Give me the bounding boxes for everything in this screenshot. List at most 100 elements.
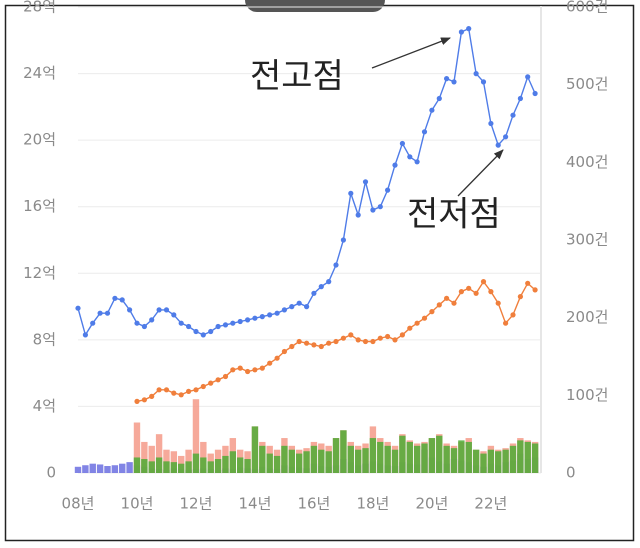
bar <box>273 455 281 473</box>
bar <box>406 441 413 473</box>
bar <box>148 445 155 473</box>
bar <box>155 457 163 473</box>
y2-tick-label: 400건 <box>566 153 608 171</box>
bar <box>200 457 207 473</box>
y-tick-label: 24억 <box>23 64 56 82</box>
top-tab <box>245 0 385 12</box>
bar <box>347 445 354 473</box>
x-tick-label: 08년 <box>62 495 95 513</box>
bar <box>155 434 163 473</box>
bars <box>74 399 539 473</box>
bar <box>399 435 406 473</box>
x-tick-label: 14년 <box>238 495 271 513</box>
bar <box>502 449 509 473</box>
bar <box>450 448 458 473</box>
bar <box>369 438 377 473</box>
bar <box>428 438 436 473</box>
bar <box>163 461 170 473</box>
y2-tick-label: 200건 <box>566 308 608 326</box>
bar <box>281 445 288 473</box>
bar <box>141 441 148 473</box>
y2-tick-label: 100건 <box>566 386 608 404</box>
bar <box>436 435 443 473</box>
bar <box>192 453 200 473</box>
annotation: 전저점 <box>407 195 501 235</box>
y-tick-label: 28억 <box>23 0 56 16</box>
bar <box>126 462 133 473</box>
bar <box>192 399 200 473</box>
bar <box>111 465 119 473</box>
bar <box>318 449 325 473</box>
x-tick-label: 20년 <box>415 495 448 513</box>
bar <box>170 451 178 473</box>
labels: 0 4억 8억 12억 16억 20억 24억 28억 0 100건 200건 300건 400건 500… <box>23 0 608 513</box>
bar <box>509 445 517 473</box>
bar <box>259 445 266 473</box>
bar <box>133 457 141 473</box>
bar <box>89 463 96 473</box>
y-tick-label: 16억 <box>23 197 56 215</box>
bar <box>236 457 244 473</box>
bar <box>458 440 465 473</box>
bar <box>524 441 531 473</box>
bar <box>251 426 259 473</box>
bar <box>480 453 487 473</box>
y-tick-label: 0 <box>46 464 56 482</box>
x-tick-label: 22년 <box>474 495 507 513</box>
bar <box>96 464 104 473</box>
bar <box>413 445 421 473</box>
x-tick-label: 18년 <box>356 495 389 513</box>
bar <box>443 445 450 473</box>
y2-tick-label: 500건 <box>566 75 608 93</box>
bar <box>185 461 192 473</box>
bar <box>303 451 310 473</box>
bar <box>325 451 332 473</box>
y2-tick-label: 600건 <box>566 0 608 16</box>
y-tick-label: 8억 <box>33 330 56 348</box>
bar <box>487 449 495 473</box>
bar <box>421 443 428 473</box>
annotation-arrow <box>457 149 504 197</box>
x-tick-label: 10년 <box>121 495 154 513</box>
bar <box>244 459 251 473</box>
bar <box>214 459 222 473</box>
bar <box>384 445 391 473</box>
bar <box>141 459 148 473</box>
bar <box>340 430 347 473</box>
bar <box>362 448 369 473</box>
bar <box>74 466 82 473</box>
bar <box>266 453 273 473</box>
bar <box>133 422 141 473</box>
bar <box>295 453 303 473</box>
bar <box>310 445 318 473</box>
bar <box>104 466 111 473</box>
bar <box>465 441 472 473</box>
bar <box>495 451 502 473</box>
bar <box>332 438 340 473</box>
x-tick-label: 16년 <box>297 495 330 513</box>
y-tick-label: 20억 <box>23 131 56 149</box>
y2-tick-label: 300건 <box>566 231 608 249</box>
bar <box>354 449 362 473</box>
y-tick-label: 12억 <box>23 264 56 282</box>
lines <box>75 26 538 404</box>
bar <box>517 440 524 473</box>
bar <box>178 463 185 473</box>
line <box>134 279 538 404</box>
bar <box>229 451 237 473</box>
bar <box>207 461 214 473</box>
bar <box>119 463 126 473</box>
bar <box>170 462 178 473</box>
bar <box>222 455 229 473</box>
bar <box>288 449 296 473</box>
x-tick-label: 12년 <box>180 495 213 513</box>
y2-tick-label: 0 <box>566 464 576 482</box>
bar <box>148 461 155 473</box>
bar <box>472 449 480 473</box>
bar <box>82 465 89 473</box>
annotation: 전고점 <box>250 57 344 97</box>
bar <box>377 441 384 473</box>
annotation-arrow <box>371 37 451 69</box>
y-tick-label: 4억 <box>33 397 56 415</box>
